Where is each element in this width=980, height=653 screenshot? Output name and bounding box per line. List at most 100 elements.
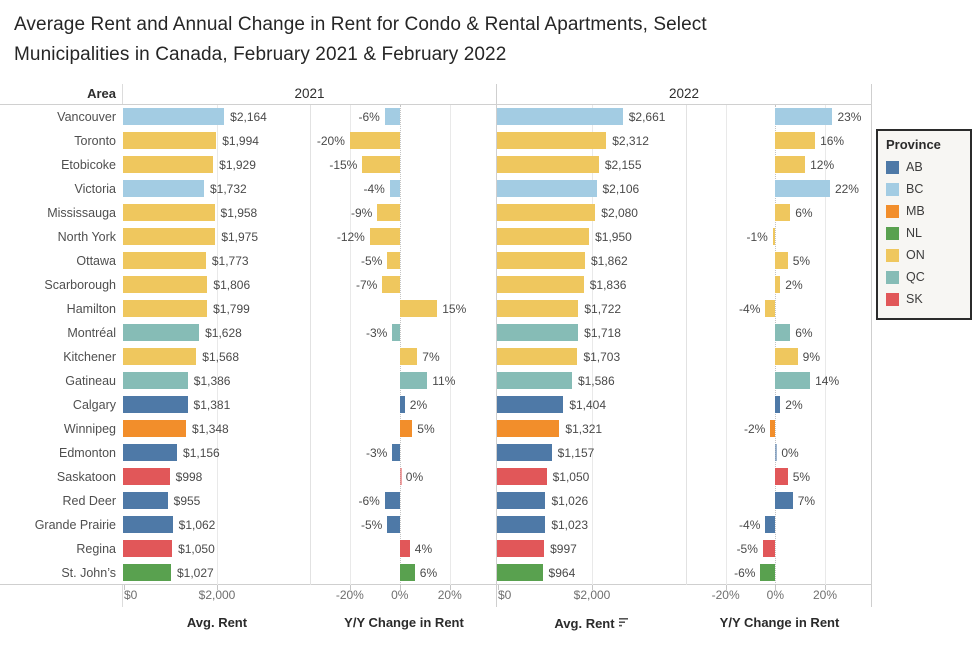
rent-bar-regina[interactable] xyxy=(123,540,173,557)
rent-bar-north-york[interactable] xyxy=(497,228,590,245)
rent-bar-victoria[interactable] xyxy=(123,180,204,197)
rent-bar-kitchener[interactable] xyxy=(123,348,197,365)
row-label[interactable]: North York xyxy=(57,230,116,244)
row-label[interactable]: Edmonton xyxy=(59,446,116,460)
change-bar-hamilton[interactable] xyxy=(765,300,776,317)
change-bar-kitchener[interactable] xyxy=(399,348,418,365)
rent-bar-north-york[interactable] xyxy=(123,228,216,245)
rent-bar-vancouver[interactable] xyxy=(123,108,225,125)
row-label[interactable]: Mississauga xyxy=(47,206,116,220)
rent-bar-regina[interactable] xyxy=(497,540,545,557)
row-label[interactable]: Winnipeg xyxy=(63,422,116,436)
rent-bar-mississauga[interactable] xyxy=(497,204,596,221)
rent-bar-scarborough[interactable] xyxy=(123,276,208,293)
change-bar-montr-al[interactable] xyxy=(775,324,791,341)
change-bar-edmonton[interactable] xyxy=(392,444,400,461)
rent-bar-calgary[interactable] xyxy=(123,396,188,413)
row-label[interactable]: Gatineau xyxy=(65,374,116,388)
change-bar-scarborough[interactable] xyxy=(382,276,400,293)
row-label[interactable]: Grande Prairie xyxy=(34,518,116,532)
rent-bar-gatineau[interactable] xyxy=(123,372,188,389)
rent-bar-gatineau[interactable] xyxy=(497,372,572,389)
change-bar-vancouver[interactable] xyxy=(384,108,400,125)
rent-bar-ottawa[interactable] xyxy=(497,252,585,269)
header-year-2022[interactable]: 2022 xyxy=(497,84,872,104)
change-bar-mississauga[interactable] xyxy=(377,204,400,221)
rent-bar-vancouver[interactable] xyxy=(497,108,623,125)
change-bar-regina[interactable] xyxy=(762,540,776,557)
change-bar-ottawa[interactable] xyxy=(775,252,788,269)
rent-bar-montr-al[interactable] xyxy=(497,324,579,341)
change-bar-hamilton[interactable] xyxy=(399,300,438,317)
change-bar-saskatoon[interactable] xyxy=(775,468,788,485)
change-bar-grande-prairie[interactable] xyxy=(765,516,776,533)
legend-item-sk[interactable]: SK xyxy=(886,288,962,310)
change-bar-red-deer[interactable] xyxy=(384,492,400,509)
rent-bar-etobicoke[interactable] xyxy=(497,156,599,173)
rent-bar-hamilton[interactable] xyxy=(497,300,579,317)
row-label[interactable]: Regina xyxy=(76,542,116,556)
header-year-2021[interactable]: 2021 xyxy=(123,84,497,104)
change-bar-toronto[interactable] xyxy=(349,132,400,149)
sort-descending-icon[interactable] xyxy=(618,615,630,630)
legend-item-qc[interactable]: QC xyxy=(886,266,962,288)
row-label[interactable]: Vancouver xyxy=(57,110,116,124)
row-label[interactable]: Ottawa xyxy=(76,254,116,268)
header-area[interactable]: Area xyxy=(0,84,123,104)
rent-bar-hamilton[interactable] xyxy=(123,300,208,317)
rent-bar-mississauga[interactable] xyxy=(123,204,215,221)
change-bar-north-york[interactable] xyxy=(369,228,400,245)
change-bar-regina[interactable] xyxy=(399,540,410,557)
rent-bar-winnipeg[interactable] xyxy=(123,420,187,437)
row-label[interactable]: Saskatoon xyxy=(56,470,116,484)
change-bar-st-john-s[interactable] xyxy=(399,564,415,581)
change-bar-etobicoke[interactable] xyxy=(775,156,806,173)
rent-bar-calgary[interactable] xyxy=(497,396,564,413)
change-bar-victoria[interactable] xyxy=(775,180,830,197)
legend-item-mb[interactable]: MB xyxy=(886,200,962,222)
row-label[interactable]: Calgary xyxy=(72,398,116,412)
axis-title-change-2022[interactable]: Y/Y Change in Rent xyxy=(719,615,840,630)
row-label[interactable]: Kitchener xyxy=(63,350,116,364)
change-bar-edmonton[interactable] xyxy=(775,444,778,461)
row-label[interactable]: Red Deer xyxy=(62,494,117,508)
rent-bar-st-john-s[interactable] xyxy=(497,564,543,581)
rent-bar-montr-al[interactable] xyxy=(123,324,200,341)
rent-bar-edmonton[interactable] xyxy=(497,444,552,461)
change-bar-winnipeg[interactable] xyxy=(770,420,776,437)
rent-bar-toronto[interactable] xyxy=(123,132,217,149)
change-bar-victoria[interactable] xyxy=(389,180,400,197)
change-bar-ottawa[interactable] xyxy=(387,252,400,269)
change-bar-scarborough[interactable] xyxy=(775,276,781,293)
axis-title-change-2021[interactable]: Y/Y Change in Rent xyxy=(344,615,464,630)
rent-bar-scarborough[interactable] xyxy=(497,276,584,293)
rent-bar-victoria[interactable] xyxy=(497,180,597,197)
change-bar-winnipeg[interactable] xyxy=(399,420,413,437)
change-bar-gatineau[interactable] xyxy=(775,372,811,389)
rent-bar-grande-prairie[interactable] xyxy=(123,516,173,533)
rent-bar-ottawa[interactable] xyxy=(123,252,206,269)
rent-bar-st-john-s[interactable] xyxy=(123,564,171,581)
change-bar-vancouver[interactable] xyxy=(775,108,833,125)
row-label[interactable]: Toronto xyxy=(74,134,116,148)
change-bar-kitchener[interactable] xyxy=(775,348,798,365)
change-bar-grande-prairie[interactable] xyxy=(387,516,400,533)
rent-bar-saskatoon[interactable] xyxy=(123,468,170,485)
legend-item-on[interactable]: ON xyxy=(886,244,962,266)
row-label[interactable]: Etobicoke xyxy=(61,158,116,172)
change-bar-north-york[interactable] xyxy=(772,228,776,245)
legend-item-nl[interactable]: NL xyxy=(886,222,962,244)
row-label[interactable]: St. John’s xyxy=(61,566,116,580)
rent-bar-kitchener[interactable] xyxy=(497,348,578,365)
axis-title-avg-rent-2022[interactable]: Avg. Rent xyxy=(497,607,687,637)
change-bar-etobicoke[interactable] xyxy=(362,156,400,173)
rent-bar-etobicoke[interactable] xyxy=(123,156,214,173)
change-bar-toronto[interactable] xyxy=(775,132,816,149)
change-bar-calgary[interactable] xyxy=(775,396,781,413)
rent-bar-red-deer[interactable] xyxy=(497,492,546,509)
rent-bar-grande-prairie[interactable] xyxy=(497,516,546,533)
change-bar-montr-al[interactable] xyxy=(392,324,400,341)
change-bar-red-deer[interactable] xyxy=(775,492,793,509)
axis-title-avg-rent-2021[interactable]: Avg. Rent xyxy=(186,615,248,630)
legend-item-bc[interactable]: BC xyxy=(886,178,962,200)
